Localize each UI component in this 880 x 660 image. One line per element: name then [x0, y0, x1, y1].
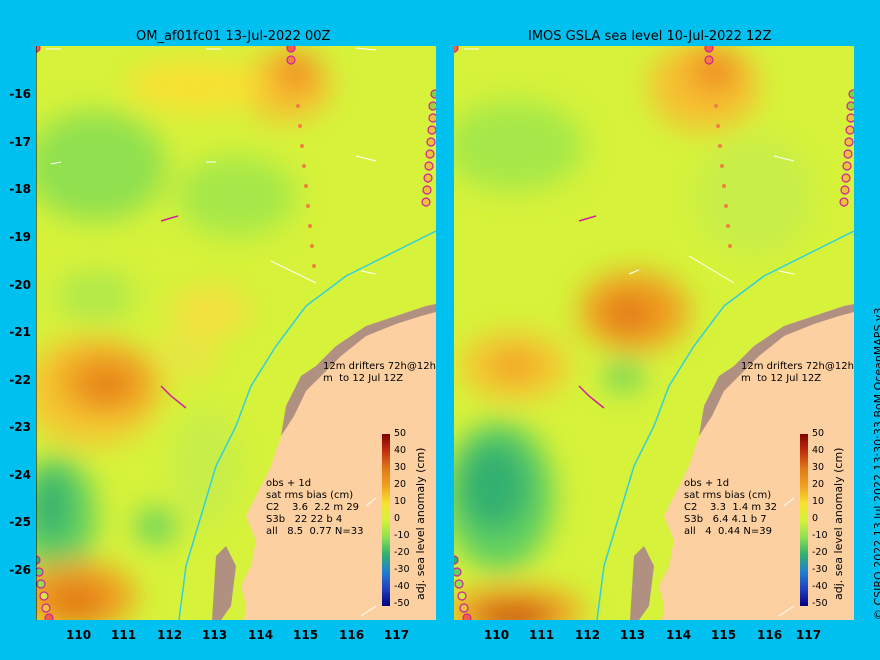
- colorbar-tick: 0: [812, 513, 819, 524]
- lon-tick: 116: [757, 628, 783, 642]
- colorbar-tick: -30: [812, 564, 828, 575]
- lon-tick: 115: [293, 628, 319, 642]
- lon-tick: 110: [484, 628, 510, 642]
- legend-line: m to 12 Jul 12Z: [323, 373, 404, 384]
- drifter-track: [714, 104, 732, 248]
- right-drifter-legend: 12m drifters 72h@12h m to 12 Jul 12Z: [741, 361, 854, 385]
- colorbar-gradient: [800, 434, 808, 606]
- drifter-path: [160, 385, 187, 409]
- colorbar-tick: 40: [812, 445, 825, 456]
- colorbar-tick: 10: [812, 496, 825, 507]
- shelf-edge-contour: [178, 230, 436, 620]
- colorbar-tick: 40: [394, 445, 407, 456]
- peninsula: [212, 546, 236, 620]
- colorbar-tick: 50: [812, 428, 825, 439]
- legend-line: 12m drifters 72h@12h: [323, 361, 436, 372]
- drifter-markers: [454, 46, 854, 620]
- lon-tick: 116: [339, 628, 365, 642]
- stats-line: C2 3.6 2.2 m 29: [266, 502, 360, 513]
- drifter-path: [578, 215, 597, 222]
- lon-tick: 115: [711, 628, 737, 642]
- colorbar-tick: 10: [394, 496, 407, 507]
- lon-tick: 114: [666, 628, 692, 642]
- colorbar-tick: 20: [394, 479, 407, 490]
- colorbar-title: adj. sea level anomaly (cm): [414, 447, 427, 600]
- lat-tick: -22: [9, 373, 31, 387]
- left-stats-box: obs + 1d sat rms bias (cm) C2 3.6 2.2 m …: [266, 478, 364, 538]
- lat-tick: -19: [9, 230, 31, 244]
- lon-tick: 113: [202, 628, 228, 642]
- stats-line: obs + 1d: [266, 478, 312, 489]
- lat-tick: -17: [9, 135, 31, 149]
- colorbar-tick: 0: [394, 513, 401, 524]
- stats-line: all 8.5 0.77 N=33: [266, 526, 364, 537]
- drifter-path: [160, 215, 179, 222]
- colorbar-tick: -10: [394, 530, 410, 541]
- colorbar-tick: -40: [812, 581, 828, 592]
- stats-line: sat rms bias (cm): [684, 490, 772, 501]
- sea-level-anomaly-field: [36, 51, 331, 620]
- lat-tick: -26: [9, 563, 31, 577]
- colorbar-tick: 20: [812, 479, 825, 490]
- lon-tick: 112: [157, 628, 183, 642]
- coastal-strip: [281, 304, 436, 436]
- sea-level-anomaly-field: [454, 46, 814, 620]
- legend-line: 12m drifters 72h@12h: [741, 361, 854, 372]
- right-sea-level-map: [454, 46, 854, 620]
- colorbar-tick: -20: [394, 547, 410, 558]
- drifter-track: [296, 104, 316, 268]
- drifter-markers: [36, 46, 436, 620]
- right-panel-title: IMOS GSLA sea level 10-Jul-2022 12Z: [528, 29, 772, 44]
- colorbar-tick: -30: [394, 564, 410, 575]
- stats-line: S3b 22 22 b 4: [266, 514, 343, 525]
- colorbar-gradient: [382, 434, 390, 606]
- stats-line: obs + 1d: [684, 478, 730, 489]
- lon-tick: 117: [384, 628, 410, 642]
- stats-line: S3b 6.4 4.1 b 7: [684, 514, 767, 525]
- coastal-strip: [699, 304, 854, 436]
- lat-tick: -16: [9, 87, 31, 101]
- lon-tick: 113: [620, 628, 646, 642]
- colorbar-tick: 30: [394, 462, 407, 473]
- colorbar-tick: -50: [394, 598, 410, 609]
- velocity-arrows: [464, 48, 795, 617]
- left-drifter-legend: 12m drifters 72h@12h m to 12 Jul 12Z: [323, 361, 436, 385]
- lon-tick: 112: [575, 628, 601, 642]
- lat-tick: -18: [9, 182, 31, 196]
- left-panel-title: OM_af01fc01 13-Jul-2022 00Z: [136, 29, 331, 44]
- drifter-path: [578, 385, 605, 409]
- lat-tick: -20: [9, 278, 31, 292]
- colorbar-tick: -50: [812, 598, 828, 609]
- colorbar-title: adj. sea level anomaly (cm): [832, 447, 845, 600]
- colorbar-tick: 30: [812, 462, 825, 473]
- stats-line: all 4 0.44 N=39: [684, 526, 772, 537]
- stats-line: sat rms bias (cm): [266, 490, 354, 501]
- left-map-panel: [36, 46, 436, 620]
- right-map-panel: [454, 46, 854, 620]
- shelf-edge-contour: [596, 230, 854, 620]
- colorbar-tick: 50: [394, 428, 407, 439]
- colorbar-tick: -20: [812, 547, 828, 558]
- lat-tick: -25: [9, 515, 31, 529]
- lon-tick: 114: [248, 628, 274, 642]
- lon-tick: 111: [529, 628, 555, 642]
- lon-tick: 110: [66, 628, 92, 642]
- stats-line: C2 3.3 1.4 m 32: [684, 502, 778, 513]
- velocity-arrows: [46, 47, 377, 617]
- peninsula: [630, 546, 654, 620]
- lon-tick: 111: [111, 628, 137, 642]
- credit-text: © CSIRO 2022 13 Jul 2022 13:30:33 BoM Oc…: [872, 307, 880, 620]
- lat-tick: -24: [9, 468, 31, 482]
- colorbar-tick: -10: [812, 530, 828, 541]
- legend-line: m to 12 Jul 12Z: [741, 373, 822, 384]
- right-stats-box: obs + 1d sat rms bias (cm) C2 3.3 1.4 m …: [684, 478, 777, 538]
- left-sea-level-map: [36, 46, 436, 620]
- colorbar-tick: -40: [394, 581, 410, 592]
- lat-tick: -21: [9, 325, 31, 339]
- lat-tick: -23: [9, 420, 31, 434]
- lon-tick: 117: [796, 628, 822, 642]
